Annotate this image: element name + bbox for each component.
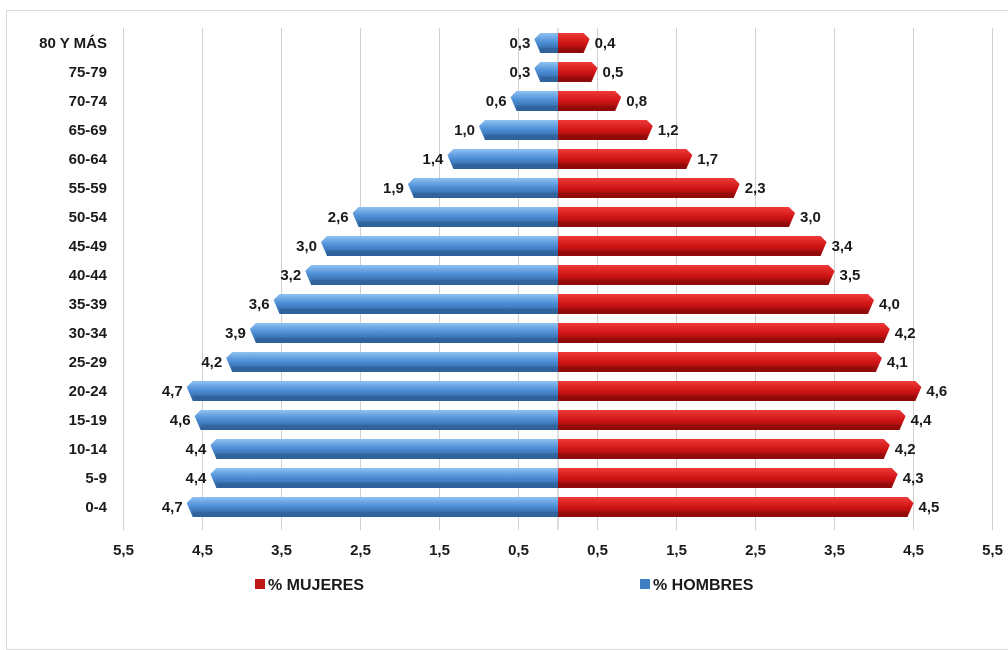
value-label-hombres: 1,4 bbox=[423, 151, 445, 168]
value-label-mujeres: 4,5 bbox=[919, 499, 940, 516]
legend-label: % MUJERES bbox=[268, 577, 364, 594]
value-label-hombres: 4,7 bbox=[162, 383, 183, 400]
value-label-mujeres: 0,8 bbox=[626, 93, 647, 110]
value-label-hombres: 0,3 bbox=[509, 35, 530, 52]
value-label-mujeres: 4,3 bbox=[903, 470, 924, 487]
value-label-hombres: 4,7 bbox=[162, 499, 183, 516]
value-label-hombres: 1,9 bbox=[383, 180, 404, 197]
value-label-mujeres: 0,5 bbox=[603, 64, 624, 81]
value-label-mujeres: 1,7 bbox=[697, 151, 718, 168]
x-tick-label: 4,5 bbox=[903, 542, 924, 559]
x-tick-label: 2,5 bbox=[745, 542, 766, 559]
category-label: 70-74 bbox=[69, 93, 108, 110]
category-label: 65-69 bbox=[69, 122, 107, 139]
legend-label: % HOMBRES bbox=[653, 577, 754, 594]
legend-swatch bbox=[255, 579, 265, 589]
value-label-hombres: 2,6 bbox=[328, 209, 349, 226]
value-label-hombres: 1,0 bbox=[454, 122, 475, 139]
value-label-hombres: 4,4 bbox=[186, 470, 208, 487]
category-label: 45-49 bbox=[69, 238, 107, 255]
category-labels: 80 Y MÁS 75-79 70-74 65-69 60-64 55-59 50-54 45… bbox=[39, 35, 107, 516]
category-label: 75-79 bbox=[69, 64, 107, 81]
x-tick-label: 5,5 bbox=[113, 542, 134, 559]
value-label-hombres: 4,2 bbox=[201, 354, 222, 371]
value-label-mujeres: 3,4 bbox=[832, 238, 854, 255]
legend: % MUJERES % HOMBRES bbox=[255, 577, 754, 594]
category-label: 20-24 bbox=[69, 383, 108, 400]
x-tick-label: 5,5 bbox=[982, 542, 1003, 559]
value-label-hombres: 0,6 bbox=[486, 93, 507, 110]
category-label: 30-34 bbox=[69, 325, 108, 342]
category-label: 50-54 bbox=[69, 209, 108, 226]
category-label: 5-9 bbox=[85, 470, 107, 487]
value-label-mujeres: 3,0 bbox=[800, 209, 821, 226]
category-label: 40-44 bbox=[69, 267, 108, 284]
value-label-hombres: 3,2 bbox=[280, 267, 301, 284]
category-label: 25-29 bbox=[69, 354, 107, 371]
category-label: 60-64 bbox=[69, 151, 108, 168]
value-label-mujeres: 3,5 bbox=[840, 267, 861, 284]
x-tick-label: 0,5 bbox=[587, 542, 608, 559]
category-label: 35-39 bbox=[69, 296, 107, 313]
value-label-hombres: 4,6 bbox=[170, 412, 191, 429]
value-label-hombres: 3,0 bbox=[296, 238, 317, 255]
value-label-mujeres: 4,0 bbox=[879, 296, 900, 313]
x-tick-labels: 5,5 4,5 3,5 2,5 1,5 0,5 0,5 1,5 2,5 3,5 4,5 5,5 bbox=[113, 542, 1003, 559]
x-tick-label: 0,5 bbox=[508, 542, 529, 559]
x-tick-label: 1,5 bbox=[666, 542, 687, 559]
value-label-mujeres: 4,4 bbox=[911, 412, 933, 429]
population-pyramid-chart: 80 Y MÁS 75-79 70-74 65-69 60-64 55-59 50-54 45… bbox=[39, 28, 1003, 594]
value-label-hombres: 3,9 bbox=[225, 325, 246, 342]
x-tick-label: 4,5 bbox=[192, 542, 213, 559]
value-label-hombres: 4,4 bbox=[186, 441, 208, 458]
bars bbox=[186, 33, 922, 517]
value-label-mujeres: 2,3 bbox=[745, 180, 766, 197]
value-label-mujeres: 1,2 bbox=[658, 122, 679, 139]
category-label: 15-19 bbox=[69, 412, 107, 429]
category-label: 0-4 bbox=[85, 499, 107, 516]
value-label-hombres: 0,3 bbox=[509, 64, 530, 81]
value-label-mujeres: 4,6 bbox=[926, 383, 947, 400]
x-tick-label: 3,5 bbox=[824, 542, 845, 559]
value-label-mujeres: 4,2 bbox=[895, 325, 916, 342]
category-label: 55-59 bbox=[69, 180, 107, 197]
x-tick-label: 3,5 bbox=[271, 542, 292, 559]
x-tick-label: 1,5 bbox=[429, 542, 450, 559]
value-label-mujeres: 4,2 bbox=[895, 441, 916, 458]
x-tick-label: 2,5 bbox=[350, 542, 371, 559]
category-label: 80 Y MÁS bbox=[39, 35, 107, 52]
value-labels: 0,3 0,4 0,3 0,5 0,6 0,8 1,0 1,2 1,4 1,7 1,9 2,3 2,6 3… bbox=[162, 35, 947, 516]
legend-swatch bbox=[640, 579, 650, 589]
value-label-mujeres: 4,1 bbox=[887, 354, 908, 371]
value-label-mujeres: 0,4 bbox=[595, 35, 617, 52]
category-label: 10-14 bbox=[69, 441, 108, 458]
value-label-hombres: 3,6 bbox=[249, 296, 270, 313]
